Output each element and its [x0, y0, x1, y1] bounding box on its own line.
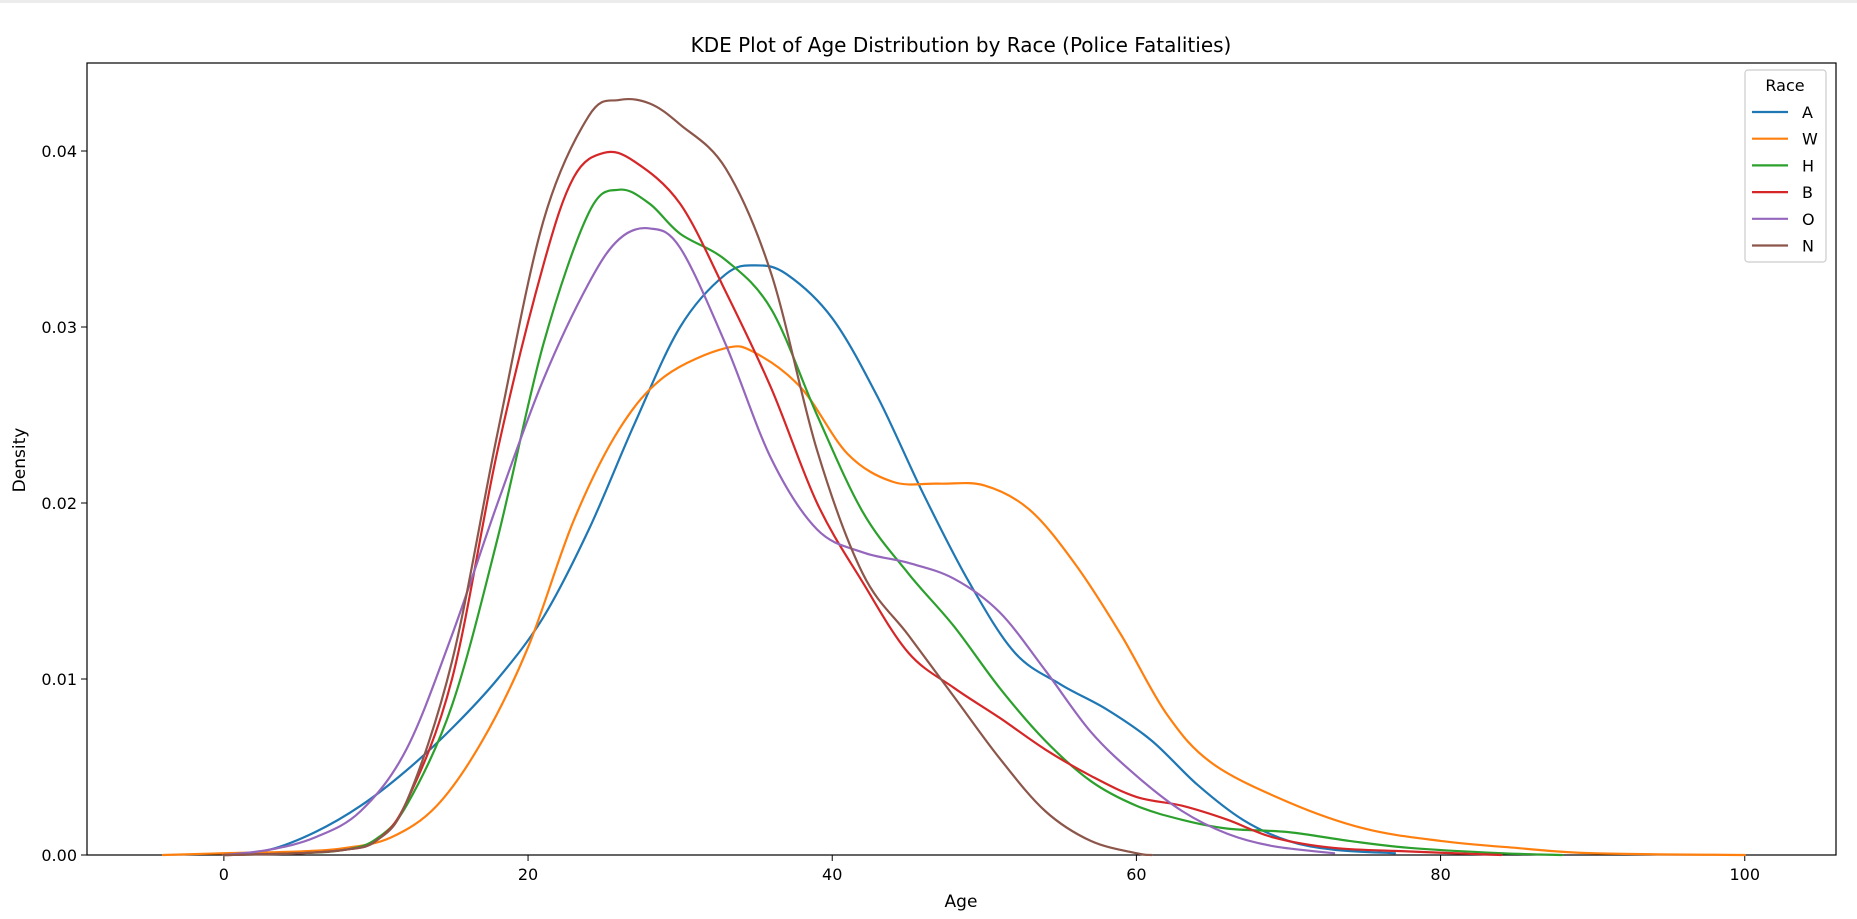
y-axis: 0.00 0.01 0.02 0.03 0.04	[41, 142, 87, 865]
x-tick-label: 20	[518, 865, 538, 884]
series-lines	[161, 97, 1746, 857]
x-tick-label: 80	[1430, 865, 1450, 884]
legend-label-W: W	[1802, 130, 1818, 149]
legend-label-A: A	[1802, 103, 1813, 122]
x-axis: 0 20 40 60 80 100	[219, 855, 1760, 884]
legend-title: Race	[1765, 76, 1804, 95]
chart-title: KDE Plot of Age Distribution by Race (Po…	[691, 33, 1232, 57]
y-tick-label: 0.00	[41, 846, 77, 865]
y-tick-label: 0.03	[41, 318, 77, 337]
y-tick-label: 0.04	[41, 142, 77, 161]
series-line-B	[222, 150, 1503, 857]
x-axis-label: Age	[945, 892, 978, 912]
series-line-A	[222, 264, 1397, 857]
series-line-W	[161, 345, 1746, 857]
plot-area	[86, 62, 1837, 856]
x-tick-label: 0	[219, 865, 229, 884]
series-line-O	[222, 226, 1336, 857]
series-line-N	[222, 97, 1153, 857]
legend-label-H: H	[1802, 156, 1814, 175]
x-tick-label: 60	[1126, 865, 1146, 884]
y-tick-label: 0.01	[41, 670, 77, 689]
x-tick-label: 100	[1729, 865, 1760, 884]
x-tick-label: 40	[822, 865, 842, 884]
y-axis-label: Density	[10, 428, 30, 493]
y-tick-label: 0.02	[41, 494, 77, 513]
legend-label-B: B	[1802, 183, 1813, 202]
window-top-strip	[0, 0, 1857, 3]
legend-label-O: O	[1802, 210, 1815, 229]
series-line-H	[222, 188, 1564, 857]
legend-label-N: N	[1802, 237, 1814, 256]
